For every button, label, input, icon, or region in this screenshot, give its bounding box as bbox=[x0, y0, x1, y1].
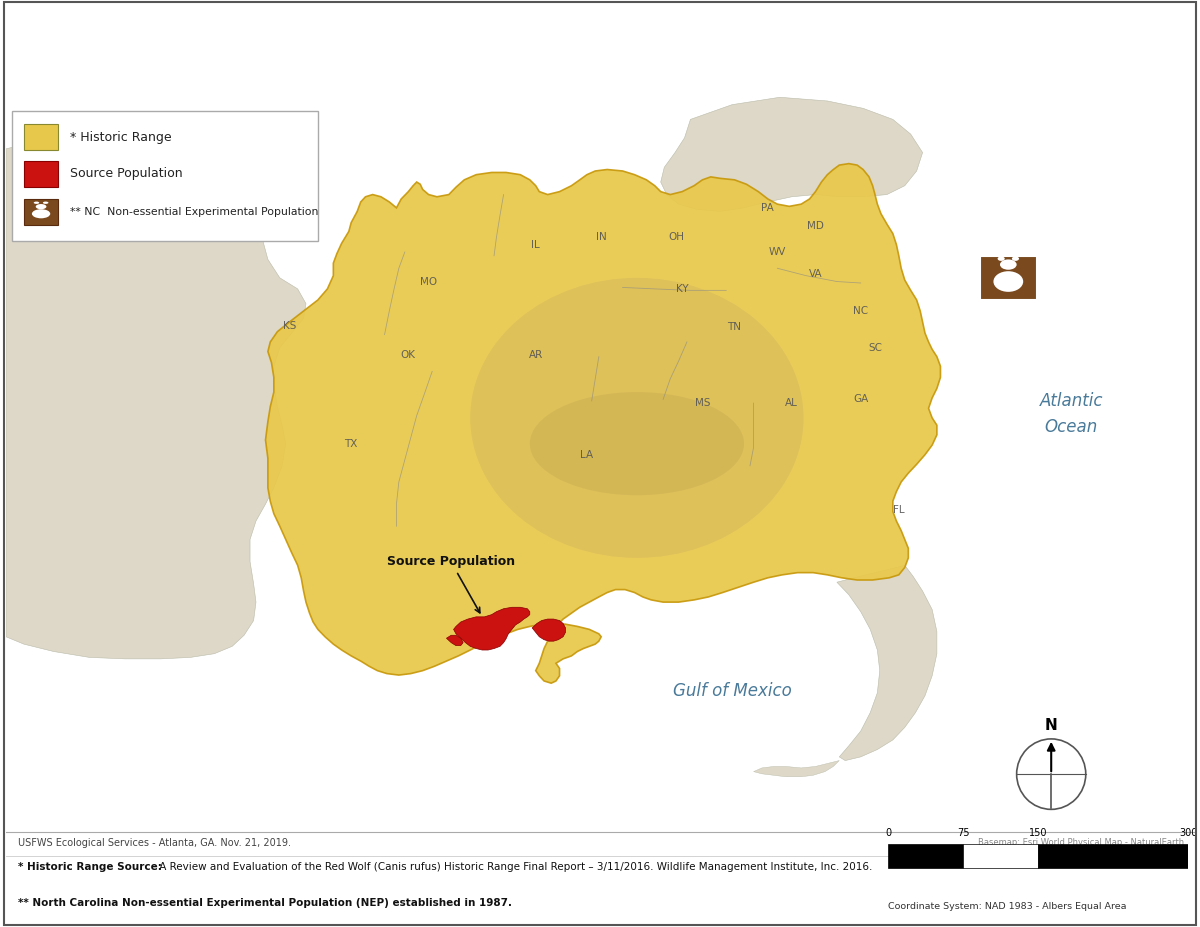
Text: Basemap: Esri World Physical Map - NaturalEarth: Basemap: Esri World Physical Map - Natur… bbox=[978, 838, 1184, 847]
Text: ** NC  Non-essential Experimental Population: ** NC Non-essential Experimental Populat… bbox=[70, 208, 318, 218]
Ellipse shape bbox=[470, 278, 804, 558]
Text: PA: PA bbox=[762, 203, 774, 213]
Ellipse shape bbox=[1012, 257, 1019, 260]
Text: SC: SC bbox=[868, 343, 882, 353]
Text: A Review and Evaluation of the Red Wolf (Canis rufus) Historic Range Final Repor: A Review and Evaluation of the Red Wolf … bbox=[156, 862, 872, 872]
Ellipse shape bbox=[1000, 260, 1016, 270]
Text: NC: NC bbox=[853, 306, 869, 316]
Text: AL: AL bbox=[785, 398, 798, 408]
Text: MO: MO bbox=[420, 276, 437, 286]
Bar bbox=[24, 199, 58, 225]
Bar bbox=[888, 844, 964, 868]
Text: Coordinate System: NAD 1983 - Albers Equal Area: Coordinate System: NAD 1983 - Albers Equ… bbox=[888, 902, 1127, 911]
Bar bbox=[24, 124, 58, 150]
Text: MD: MD bbox=[808, 222, 824, 231]
Text: IL: IL bbox=[532, 240, 540, 249]
Text: Atlantic
Ocean: Atlantic Ocean bbox=[1039, 392, 1103, 437]
Text: 300: 300 bbox=[1178, 829, 1198, 839]
Ellipse shape bbox=[34, 201, 40, 204]
Text: WV: WV bbox=[769, 248, 786, 257]
Polygon shape bbox=[754, 760, 839, 777]
Text: LA: LA bbox=[581, 450, 594, 460]
Text: ** North Carolina Non-essential Experimental Population (NEP) established in 198: ** North Carolina Non-essential Experime… bbox=[18, 898, 512, 908]
Text: Gulf of Mexico: Gulf of Mexico bbox=[673, 681, 792, 700]
Text: N: N bbox=[1045, 717, 1057, 732]
Ellipse shape bbox=[994, 272, 1024, 292]
Ellipse shape bbox=[43, 201, 48, 204]
Ellipse shape bbox=[32, 210, 50, 219]
Text: TX: TX bbox=[344, 438, 358, 449]
Ellipse shape bbox=[529, 392, 744, 495]
Text: FL: FL bbox=[893, 505, 905, 515]
Text: VA: VA bbox=[809, 269, 822, 279]
Text: GA: GA bbox=[853, 395, 869, 404]
Text: Source Population: Source Population bbox=[70, 167, 182, 180]
Text: 150: 150 bbox=[1028, 829, 1048, 839]
Text: AR: AR bbox=[529, 350, 542, 361]
Text: USFWS Ecological Services - Atlanta, GA. Nov. 21, 2019.: USFWS Ecological Services - Atlanta, GA.… bbox=[18, 838, 290, 848]
Text: Red Wolf (: Red Wolf ( bbox=[28, 32, 198, 60]
Text: OK: OK bbox=[401, 350, 416, 361]
Bar bbox=[1038, 844, 1188, 868]
Circle shape bbox=[1016, 739, 1086, 809]
Text: * Historic Range Source:: * Historic Range Source: bbox=[18, 862, 162, 872]
Bar bbox=[24, 160, 58, 186]
Polygon shape bbox=[454, 607, 529, 650]
Text: TN: TN bbox=[727, 323, 742, 332]
Text: OH: OH bbox=[668, 233, 684, 242]
Text: 0: 0 bbox=[884, 829, 892, 839]
Text: 75: 75 bbox=[956, 829, 970, 839]
Text: * Historic Range: * Historic Range bbox=[70, 131, 172, 144]
Polygon shape bbox=[836, 565, 937, 760]
Text: Source Population: Source Population bbox=[386, 555, 515, 613]
Text: ) Historic Range: ) Historic Range bbox=[370, 32, 634, 60]
Ellipse shape bbox=[36, 204, 47, 210]
Text: MS: MS bbox=[695, 398, 710, 408]
Polygon shape bbox=[661, 97, 923, 211]
Bar bbox=[964, 844, 1038, 868]
Polygon shape bbox=[532, 619, 565, 641]
Polygon shape bbox=[265, 164, 941, 683]
Text: Canis rufus: Canis rufus bbox=[182, 32, 367, 60]
Ellipse shape bbox=[997, 257, 1004, 260]
Text: IN: IN bbox=[596, 233, 606, 242]
Polygon shape bbox=[6, 112, 306, 659]
Text: KY: KY bbox=[676, 284, 689, 294]
Polygon shape bbox=[446, 635, 463, 645]
Bar bbox=[979, 256, 1037, 300]
Text: KS: KS bbox=[283, 321, 296, 331]
